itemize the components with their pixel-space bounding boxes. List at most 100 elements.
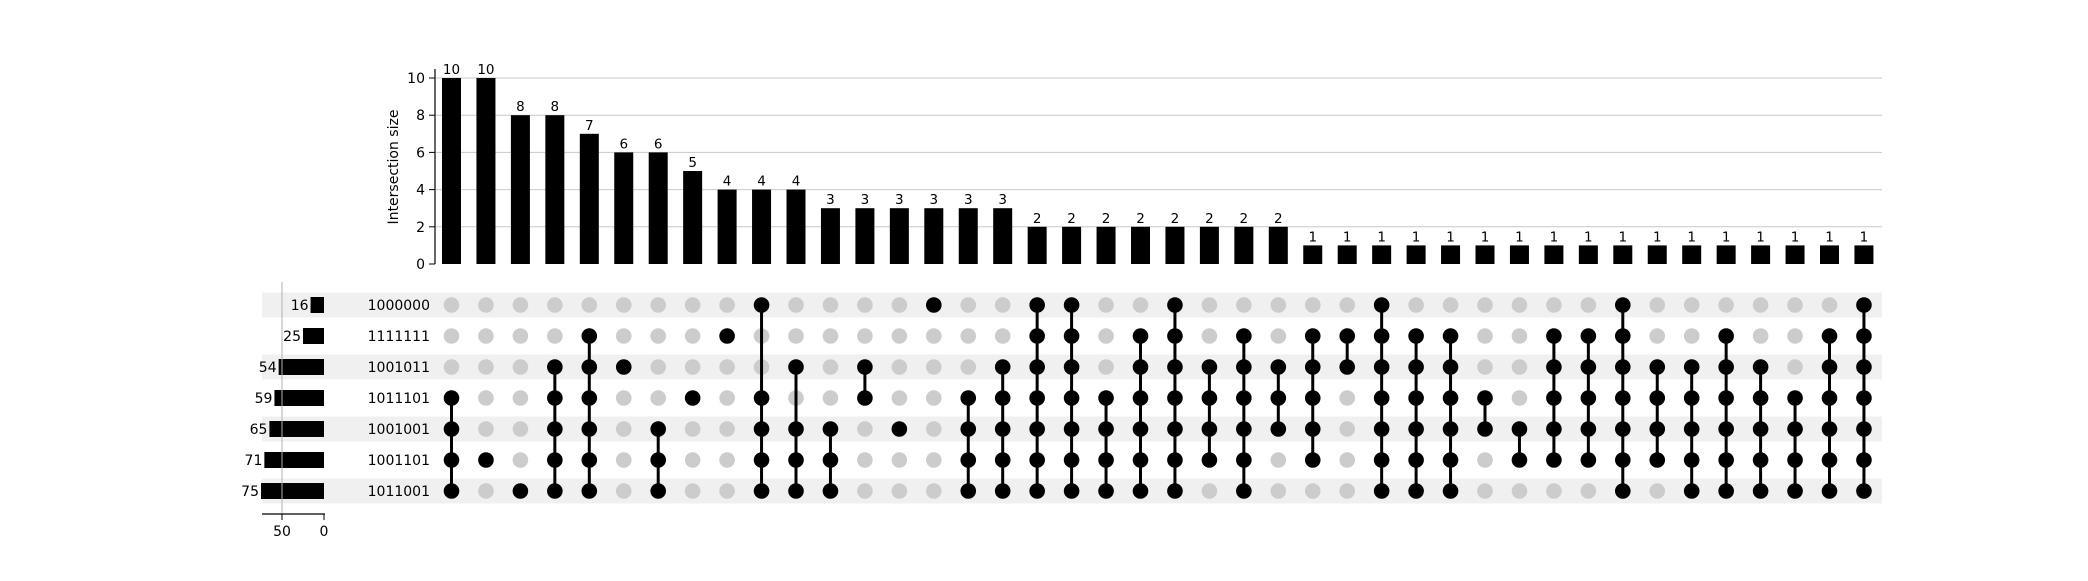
set-name-label: 1111111 <box>368 329 430 345</box>
matrix-dot-active <box>547 421 563 437</box>
matrix-dot-active <box>1615 328 1631 344</box>
matrix-dot-inactive <box>994 328 1011 344</box>
matrix-dot-active <box>1304 359 1321 375</box>
matrix-dot-active <box>1752 483 1769 499</box>
intersection-bar <box>1027 226 1047 264</box>
matrix-dot-inactive <box>443 328 460 344</box>
matrix-dot-active <box>1236 421 1252 437</box>
matrix-dot-active <box>1408 452 1424 468</box>
matrix-dot-active <box>1580 328 1597 344</box>
matrix-dot-active <box>1856 452 1872 468</box>
matrix-dot-active <box>1063 297 1080 313</box>
matrix-dot-active <box>547 390 563 406</box>
matrix-dot-active <box>822 483 839 499</box>
intersection-bar <box>1647 245 1667 264</box>
matrix-dot-active <box>1442 390 1459 406</box>
matrix-dot-inactive <box>615 483 632 499</box>
matrix-dot-inactive <box>857 452 873 468</box>
matrix-dot-active <box>857 359 873 375</box>
matrix-dot-active <box>1132 421 1149 437</box>
intersection-bar <box>1096 226 1116 264</box>
intersection-bar-label: 10 <box>477 62 494 78</box>
intersection-bar-label: 4 <box>723 174 732 190</box>
matrix-dot-active <box>581 328 598 344</box>
matrix-dot-active <box>1821 483 1838 499</box>
matrix-dot-inactive <box>478 483 494 499</box>
intersection-bar-label: 10 <box>443 62 460 78</box>
matrix-dot-inactive <box>1442 297 1459 313</box>
matrix-dot-active <box>994 452 1011 468</box>
intersection-bar-label: 1 <box>1412 229 1421 245</box>
intersection-bar <box>855 208 875 264</box>
matrix-dot-active <box>512 483 529 499</box>
matrix-dot-inactive <box>1477 328 1493 344</box>
matrix-dot-inactive <box>547 297 563 313</box>
intersection-bar <box>1234 226 1254 264</box>
intersection-bar <box>752 189 772 264</box>
matrix-dot-inactive <box>615 421 632 437</box>
intersection-bar <box>1682 245 1702 264</box>
matrix-dot-active <box>1580 452 1597 468</box>
matrix-dot-active <box>1270 421 1287 437</box>
matrix-dot-active <box>1683 452 1700 468</box>
matrix-dot-active <box>788 421 804 437</box>
matrix-dot-active <box>753 297 770 313</box>
y-tick-label: 10 <box>407 71 425 87</box>
intersection-bar <box>1544 245 1564 264</box>
intersection-bar-label: 6 <box>654 136 663 152</box>
intersection-bar <box>717 189 737 264</box>
matrix-dot-inactive <box>1098 328 1114 344</box>
set-size-tick-label: 0 <box>320 524 329 540</box>
matrix-dot-active <box>1683 390 1700 406</box>
matrix-dot-active <box>753 452 770 468</box>
y-tick-label: 0 <box>416 257 425 273</box>
matrix-dot-active <box>1718 390 1734 406</box>
matrix-dot-active <box>443 390 460 406</box>
intersection-bar-label: 1 <box>1550 229 1559 245</box>
matrix-dot-active <box>1304 390 1321 406</box>
matrix-dot-inactive <box>926 421 942 437</box>
set-size-tick-label: 50 <box>273 524 291 540</box>
matrix-dot-inactive <box>684 483 701 499</box>
matrix-dot-active <box>1856 297 1872 313</box>
matrix-dot-inactive <box>512 390 529 406</box>
matrix-dot-inactive <box>1787 328 1803 344</box>
matrix-dot-inactive <box>478 390 494 406</box>
matrix-dot-inactive <box>1477 483 1493 499</box>
matrix-dot-inactive <box>1270 297 1287 313</box>
set-size-label: 25 <box>283 329 301 345</box>
set-size-label: 75 <box>241 484 259 500</box>
matrix-dot-inactive <box>719 297 735 313</box>
matrix-dot-inactive <box>1718 297 1734 313</box>
intersection-bar <box>1268 226 1288 264</box>
matrix-dot-inactive <box>684 359 701 375</box>
set-name-label: 1011101 <box>368 391 430 407</box>
matrix-dot-active <box>1063 483 1080 499</box>
intersection-bar-label: 1 <box>1687 229 1696 245</box>
matrix-dot-active <box>443 452 460 468</box>
matrix-dot-active <box>650 483 666 499</box>
matrix-dot-active <box>1373 328 1390 344</box>
intersection-bar <box>1303 245 1323 264</box>
intersection-bar-label: 1 <box>1343 229 1352 245</box>
intersection-bar-label: 2 <box>1240 211 1249 227</box>
intersection-bar-label: 1 <box>1377 229 1386 245</box>
matrix-dot-inactive <box>1511 328 1528 344</box>
intersection-bar <box>786 189 806 264</box>
matrix-dot-active <box>1167 390 1183 406</box>
matrix-dot-inactive <box>1339 297 1355 313</box>
intersection-bar-label: 3 <box>895 192 904 208</box>
intersection-bar-label: 5 <box>688 155 697 171</box>
matrix-dot-active <box>1683 359 1700 375</box>
matrix-dot-inactive <box>1511 483 1528 499</box>
intersection-bar <box>1406 245 1426 264</box>
matrix-dot-active <box>1029 390 1045 406</box>
matrix-dot-inactive <box>926 483 942 499</box>
set-name-label: 1001101 <box>368 453 430 469</box>
matrix-dot-active <box>1649 359 1666 375</box>
matrix-dot-active <box>1580 390 1597 406</box>
matrix-dot-active <box>1373 421 1390 437</box>
intersection-bar <box>1613 245 1633 264</box>
matrix-dot-active <box>1373 297 1390 313</box>
matrix-dot-inactive <box>615 452 632 468</box>
